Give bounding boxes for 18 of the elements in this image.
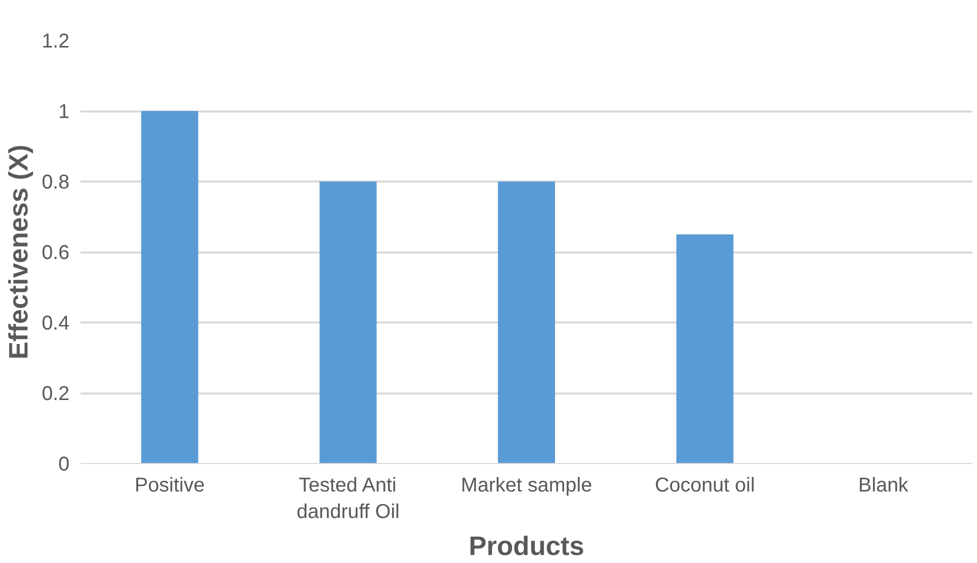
y-tick-label: 0.2 bbox=[42, 383, 70, 405]
y-tick-label: 0.4 bbox=[42, 312, 70, 334]
bar bbox=[141, 111, 198, 464]
x-tick-label: Coconut oil bbox=[654, 474, 755, 496]
y-tick-label: 1.2 bbox=[42, 30, 70, 52]
y-tick-label: 0 bbox=[58, 454, 70, 476]
y-axis-title: Effectiveness (X) bbox=[4, 144, 34, 360]
x-axis-title: Products bbox=[468, 530, 584, 561]
x-tick-label: Market sample bbox=[460, 474, 592, 496]
y-tick-label: 0.8 bbox=[42, 172, 70, 194]
bar bbox=[676, 234, 734, 464]
y-tick-label: 1 bbox=[58, 101, 70, 123]
x-tick-label: Tested Anti dandruff Oil bbox=[296, 474, 400, 523]
bar bbox=[498, 182, 556, 464]
y-tick-label: 0.6 bbox=[42, 242, 70, 264]
bar bbox=[320, 182, 377, 464]
x-tick-label: Positive bbox=[134, 474, 205, 496]
x-tick-label: Blank bbox=[858, 474, 910, 496]
